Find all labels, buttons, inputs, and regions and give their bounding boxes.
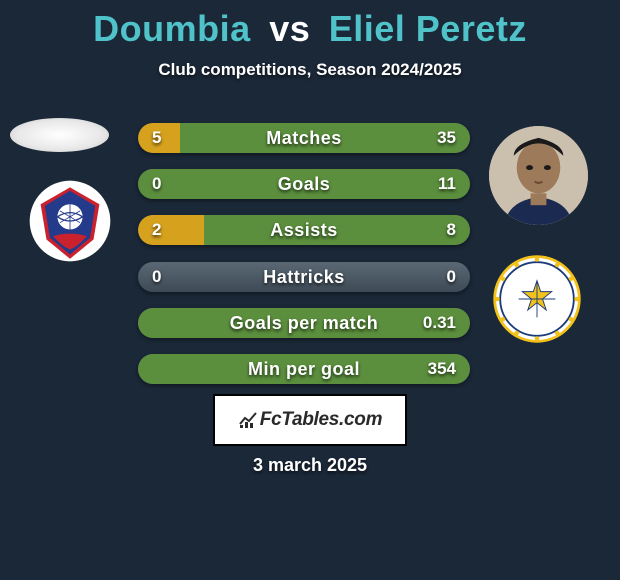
player1-club-badge	[28, 179, 112, 263]
stat-row: Min per goal354	[138, 354, 470, 384]
chart-icon	[238, 410, 258, 430]
stat-value-right: 354	[428, 354, 456, 384]
stat-row: 5Matches35	[138, 123, 470, 153]
date-label: 3 march 2025	[0, 455, 620, 476]
stat-label: Goals	[138, 169, 470, 199]
stat-value-right: 11	[438, 169, 456, 199]
subtitle: Club competitions, Season 2024/2025	[0, 60, 620, 80]
player1-name: Doumbia	[93, 8, 251, 49]
stat-label: Hattricks	[138, 262, 470, 292]
stat-row: 0Goals11	[138, 169, 470, 199]
stat-value-right: 8	[447, 215, 456, 245]
player2-name: Eliel Peretz	[329, 8, 527, 49]
stat-label: Goals per match	[138, 308, 470, 338]
player2-avatar	[489, 126, 588, 225]
stat-label: Min per goal	[138, 354, 470, 384]
stat-row: 0Hattricks0	[138, 262, 470, 292]
stat-row: 2Assists8	[138, 215, 470, 245]
vs-text: vs	[269, 8, 310, 49]
player1-avatar	[10, 118, 109, 152]
watermark-text: FcTables.com	[260, 409, 382, 431]
watermark: FcTables.com	[213, 394, 407, 446]
stat-value-right: 0	[447, 262, 456, 292]
comparison-title: Doumbia vs Eliel Peretz	[0, 0, 620, 50]
stats-bars: 5Matches350Goals112Assists80Hattricks0Go…	[138, 123, 470, 400]
stat-row: Goals per match0.31	[138, 308, 470, 338]
player2-club-badge	[491, 253, 583, 345]
stat-label: Assists	[138, 215, 470, 245]
stat-label: Matches	[138, 123, 470, 153]
stat-value-right: 0.31	[423, 308, 456, 338]
stat-value-right: 35	[437, 123, 456, 153]
